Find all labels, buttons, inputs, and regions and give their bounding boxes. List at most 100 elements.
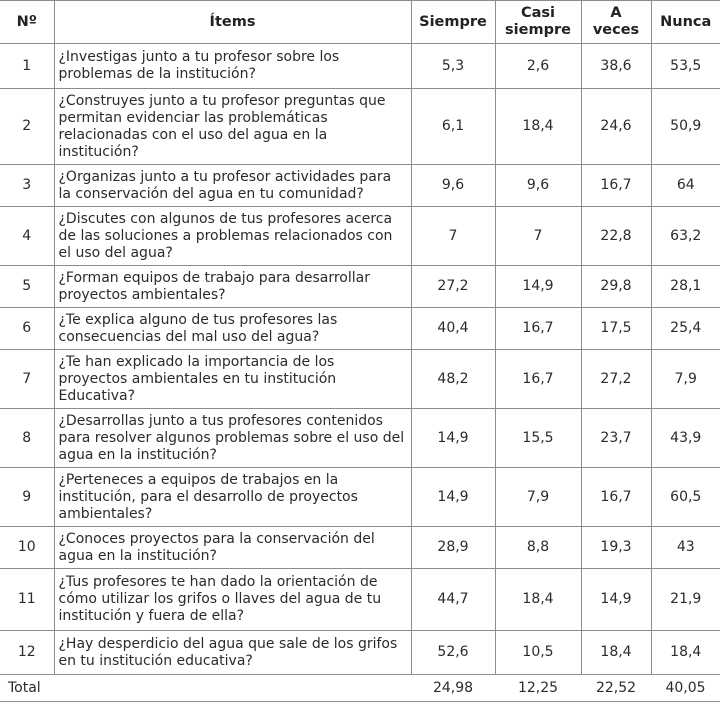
- row-nunca: 18,4: [651, 630, 720, 675]
- header-casi-siempre-line2: siempre: [505, 22, 571, 38]
- row-num: 11: [0, 568, 55, 631]
- row-num: 6: [0, 307, 55, 350]
- row-num: 8: [0, 408, 55, 468]
- total-label: Total: [0, 674, 411, 702]
- row-item: ¿Discutes con algunos de tus profesores …: [54, 206, 412, 266]
- row-a-veces: 23,7: [581, 408, 652, 468]
- row-nunca: 7,9: [651, 349, 720, 409]
- row-item: ¿Hay desperdicio del agua que sale de lo…: [54, 630, 412, 675]
- row-a-veces: 22,8: [581, 206, 652, 266]
- row-nunca: 21,9: [651, 568, 720, 631]
- row-siempre: 14,9: [411, 467, 496, 527]
- row-nunca: 50,9: [651, 88, 720, 165]
- row-nunca: 25,4: [651, 307, 720, 350]
- total-row: Total 24,98 12,25 22,52 40,05: [0, 674, 720, 702]
- row-a-veces: 29,8: [581, 265, 652, 308]
- row-item: ¿Organizas junto a tu profesor actividad…: [54, 164, 412, 207]
- header-a-veces-line2: veces: [592, 22, 640, 38]
- table-row: 6 ¿Te explica alguno de tus profesores l…: [0, 307, 720, 350]
- row-item: ¿Conoces proyectos para la conservación …: [54, 526, 412, 569]
- row-a-veces: 19,3: [581, 526, 652, 569]
- row-a-veces: 18,4: [581, 630, 652, 675]
- row-a-veces: 27,2: [581, 349, 652, 409]
- header-siempre: Siempre: [411, 0, 496, 44]
- table-row: 2 ¿Construyes junto a tu profesor pregun…: [0, 88, 720, 165]
- table-row: 12 ¿Hay desperdicio del agua que sale de…: [0, 630, 720, 675]
- header-a-veces: A veces: [581, 0, 652, 44]
- table-row: 1 ¿Investigas junto a tu profesor sobre …: [0, 43, 720, 89]
- row-casi-siempre: 16,7: [495, 307, 582, 350]
- row-siempre: 14,9: [411, 408, 496, 468]
- table-row: 4 ¿Discutes con algunos de tus profesore…: [0, 206, 720, 266]
- row-siempre: 44,7: [411, 568, 496, 631]
- row-num: 7: [0, 349, 55, 409]
- table-row: 11 ¿Tus profesores te han dado la orient…: [0, 568, 720, 631]
- total-siempre: 24,98: [411, 674, 495, 702]
- row-siempre: 28,9: [411, 526, 496, 569]
- row-casi-siempre: 8,8: [495, 526, 582, 569]
- row-siempre: 5,3: [411, 43, 496, 89]
- header-items: Ítems: [54, 0, 412, 44]
- table-header: Nº Ítems Siempre Casi siempre A veces Nu…: [0, 0, 720, 44]
- header-casi-siempre: Casi siempre: [495, 0, 582, 44]
- row-casi-siempre: 16,7: [495, 349, 582, 409]
- table-row: 3 ¿Organizas junto a tu profesor activid…: [0, 164, 720, 207]
- row-item: ¿Te explica alguno de tus profesores las…: [54, 307, 412, 350]
- row-casi-siempre: 10,5: [495, 630, 582, 675]
- row-a-veces: 14,9: [581, 568, 652, 631]
- row-nunca: 60,5: [651, 467, 720, 527]
- row-nunca: 43: [651, 526, 720, 569]
- row-a-veces: 16,7: [581, 164, 652, 207]
- header-nunca: Nunca: [651, 0, 720, 44]
- header-num: Nº: [0, 0, 55, 44]
- row-nunca: 53,5: [651, 43, 720, 89]
- row-casi-siempre: 7: [495, 206, 582, 266]
- table-row: 9 ¿Perteneces a equipos de trabajos en l…: [0, 467, 720, 527]
- row-num: 12: [0, 630, 55, 675]
- row-item: ¿Forman equipos de trabajo para desarrol…: [54, 265, 412, 308]
- total-casi-siempre: 12,25: [495, 674, 581, 702]
- total-nunca: 40,05: [651, 674, 720, 702]
- row-casi-siempre: 18,4: [495, 88, 582, 165]
- row-casi-siempre: 15,5: [495, 408, 582, 468]
- row-nunca: 64: [651, 164, 720, 207]
- row-siempre: 52,6: [411, 630, 496, 675]
- row-a-veces: 17,5: [581, 307, 652, 350]
- row-siempre: 48,2: [411, 349, 496, 409]
- row-a-veces: 16,7: [581, 467, 652, 527]
- header-casi-siempre-line1: Casi: [520, 5, 556, 21]
- row-a-veces: 24,6: [581, 88, 652, 165]
- table-row: 8 ¿Desarrollas junto a tus profesores co…: [0, 408, 720, 468]
- row-siempre: 27,2: [411, 265, 496, 308]
- row-siempre: 9,6: [411, 164, 496, 207]
- row-nunca: 43,9: [651, 408, 720, 468]
- row-num: 5: [0, 265, 55, 308]
- row-casi-siempre: 9,6: [495, 164, 582, 207]
- row-item: ¿Perteneces a equipos de trabajos en la …: [54, 467, 412, 527]
- row-num: 4: [0, 206, 55, 266]
- row-num: 2: [0, 88, 55, 165]
- row-casi-siempre: 18,4: [495, 568, 582, 631]
- header-a-veces-line1: A: [610, 5, 622, 21]
- row-siempre: 6,1: [411, 88, 496, 165]
- table-row: 10 ¿Conoces proyectos para la conservaci…: [0, 526, 720, 569]
- header-row: Nº Ítems Siempre Casi siempre A veces Nu…: [0, 0, 720, 44]
- row-item: ¿Investigas junto a tu profesor sobre lo…: [54, 43, 412, 89]
- row-siempre: 40,4: [411, 307, 496, 350]
- table-body: 1 ¿Investigas junto a tu profesor sobre …: [0, 43, 720, 702]
- table-row: 7 ¿Te han explicado la importancia de lo…: [0, 349, 720, 409]
- row-casi-siempre: 7,9: [495, 467, 582, 527]
- row-item: ¿Construyes junto a tu profesor pregunta…: [54, 88, 412, 165]
- row-casi-siempre: 14,9: [495, 265, 582, 308]
- row-item: ¿Tus profesores te han dado la orientaci…: [54, 568, 412, 631]
- table-row: 5 ¿Forman equipos de trabajo para desarr…: [0, 265, 720, 308]
- row-siempre: 7: [411, 206, 496, 266]
- row-item: ¿Te han explicado la importancia de los …: [54, 349, 412, 409]
- row-item: ¿Desarrollas junto a tus profesores cont…: [54, 408, 412, 468]
- row-a-veces: 38,6: [581, 43, 652, 89]
- total-a-veces: 22,52: [581, 674, 651, 702]
- row-num: 1: [0, 43, 55, 89]
- row-casi-siempre: 2,6: [495, 43, 582, 89]
- row-num: 9: [0, 467, 55, 527]
